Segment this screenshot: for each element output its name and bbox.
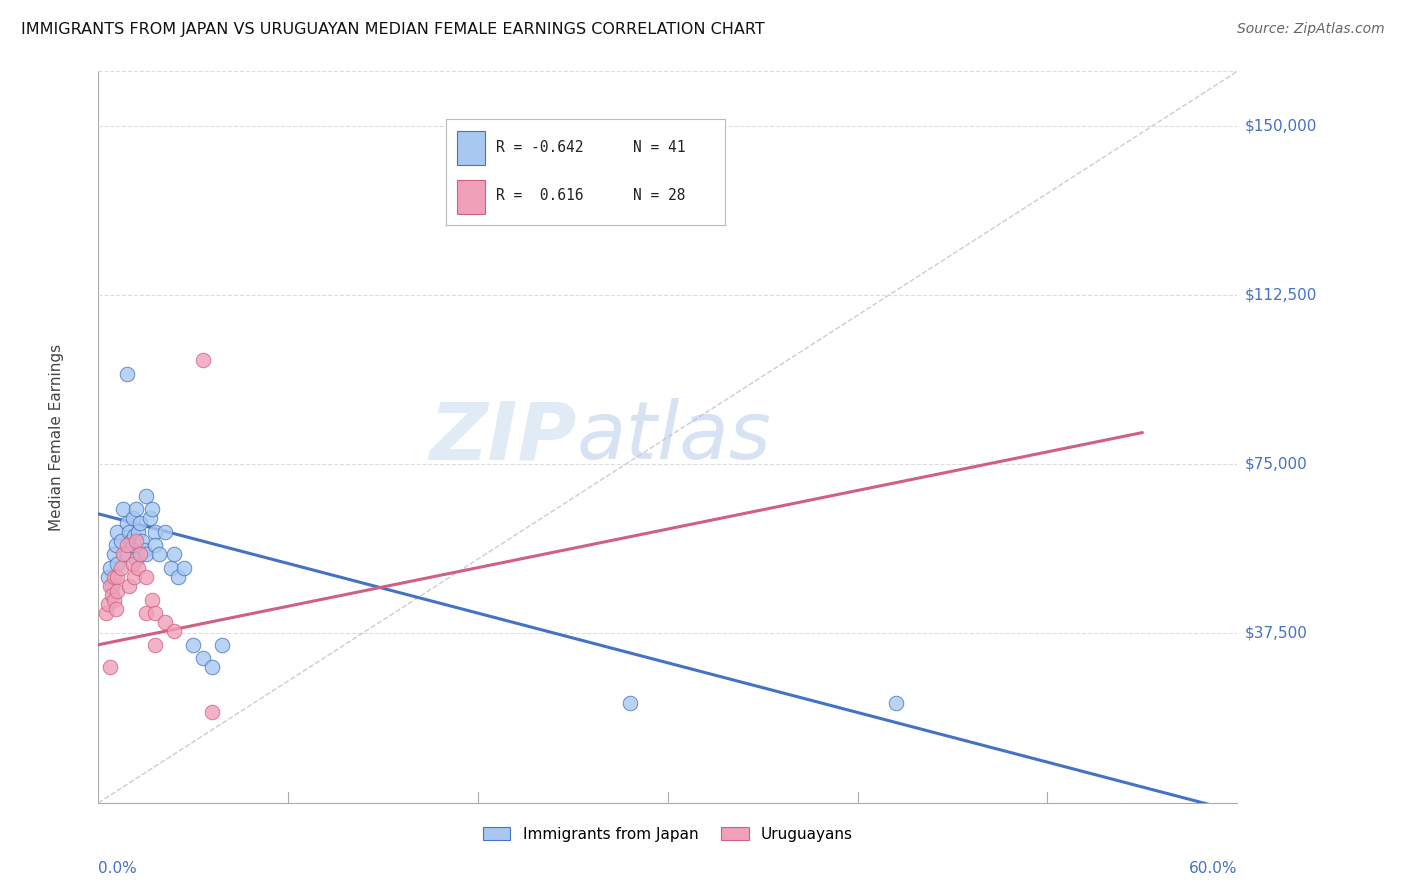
- Point: [100, 588, 122, 602]
- Point: [107, 583, 129, 598]
- Point: [211, 638, 233, 652]
- Point: [98, 660, 121, 674]
- Point: [97, 597, 120, 611]
- Point: [201, 706, 224, 720]
- Point: [135, 548, 157, 562]
- Point: [191, 353, 214, 368]
- Point: [110, 533, 132, 548]
- Point: [173, 561, 195, 575]
- Point: [103, 592, 125, 607]
- Point: [125, 533, 148, 548]
- Point: [125, 552, 148, 566]
- Point: [115, 516, 138, 530]
- Text: $112,500: $112,500: [1244, 287, 1317, 302]
- Point: [112, 548, 135, 562]
- Point: [201, 660, 224, 674]
- Point: [132, 543, 155, 558]
- Point: [127, 524, 149, 539]
- Point: [129, 516, 152, 530]
- Point: [191, 651, 214, 665]
- Point: [104, 601, 127, 615]
- Point: [145, 538, 167, 552]
- Point: [110, 561, 132, 575]
- Text: Median Female Earnings: Median Female Earnings: [49, 343, 65, 531]
- Text: $37,500: $37,500: [1244, 626, 1308, 641]
- Point: [145, 638, 167, 652]
- Point: [107, 557, 129, 571]
- Point: [118, 524, 141, 539]
- Point: [121, 511, 143, 525]
- Point: [129, 548, 152, 562]
- Text: $75,000: $75,000: [1244, 457, 1308, 472]
- Point: [125, 502, 148, 516]
- Point: [94, 606, 117, 620]
- Point: [115, 538, 138, 552]
- Point: [135, 489, 157, 503]
- Point: [103, 548, 125, 562]
- Point: [145, 524, 167, 539]
- Point: [135, 606, 157, 620]
- Text: ZIP: ZIP: [429, 398, 576, 476]
- Point: [135, 570, 157, 584]
- Legend: Immigrants from Japan, Uruguayans: Immigrants from Japan, Uruguayans: [478, 822, 858, 847]
- Point: [112, 502, 135, 516]
- Point: [115, 548, 138, 562]
- Point: [163, 624, 186, 639]
- Point: [183, 638, 205, 652]
- Point: [100, 579, 122, 593]
- Point: [167, 570, 190, 584]
- Point: [141, 502, 163, 516]
- Point: [127, 561, 149, 575]
- Point: [138, 511, 160, 525]
- Point: [107, 570, 129, 584]
- Point: [145, 606, 167, 620]
- Point: [97, 570, 120, 584]
- Point: [131, 533, 153, 548]
- Point: [103, 570, 125, 584]
- Point: [153, 615, 176, 630]
- Point: [98, 561, 121, 575]
- Point: [98, 579, 121, 593]
- Point: [141, 592, 163, 607]
- Text: atlas: atlas: [576, 398, 772, 476]
- Text: 0.0%: 0.0%: [98, 862, 138, 877]
- Point: [124, 570, 146, 584]
- Point: [121, 538, 143, 552]
- Point: [159, 561, 181, 575]
- Text: Source: ZipAtlas.com: Source: ZipAtlas.com: [1237, 22, 1385, 37]
- Point: [121, 557, 143, 571]
- Text: $150,000: $150,000: [1244, 118, 1317, 133]
- Point: [163, 548, 186, 562]
- Point: [124, 529, 146, 543]
- Text: 60.0%: 60.0%: [1189, 862, 1237, 877]
- Point: [107, 524, 129, 539]
- Point: [148, 548, 170, 562]
- Text: IMMIGRANTS FROM JAPAN VS URUGUAYAN MEDIAN FEMALE EARNINGS CORRELATION CHART: IMMIGRANTS FROM JAPAN VS URUGUAYAN MEDIA…: [21, 22, 765, 37]
- Point: [153, 524, 176, 539]
- Point: [619, 697, 641, 711]
- Point: [118, 579, 141, 593]
- Point: [120, 533, 142, 548]
- Point: [115, 367, 138, 381]
- Point: [104, 538, 127, 552]
- Point: [884, 697, 907, 711]
